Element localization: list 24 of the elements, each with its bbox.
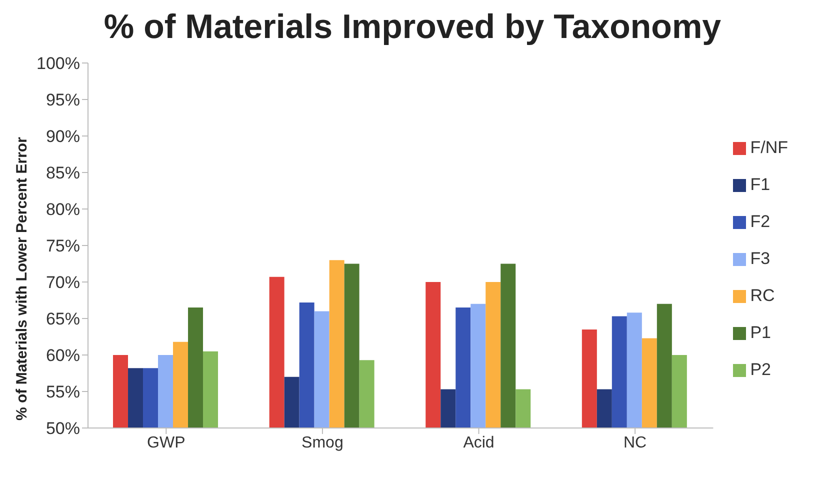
y-tick-label: 95% <box>46 90 80 110</box>
y-tick-label: 60% <box>46 346 80 366</box>
legend-label: F1 <box>750 174 770 194</box>
y-tick-label: 55% <box>46 382 80 402</box>
legend-label: P2 <box>750 360 772 378</box>
legend-label: RC <box>750 286 775 304</box>
legend-label: F3 <box>750 248 770 268</box>
y-tick-label: 50% <box>46 419 80 438</box>
x-tick-label: NC <box>624 434 647 452</box>
y-tick-label: 65% <box>46 310 80 329</box>
x-tick-label: Acid <box>463 434 494 452</box>
x-tick-label: GWP <box>147 434 186 452</box>
y-tick-label: 85% <box>46 164 80 183</box>
y-tick-label: 70% <box>46 273 80 292</box>
y-tick-label: 100% <box>36 54 80 74</box>
legend-label: F2 <box>750 212 770 230</box>
y-tick-label: 75% <box>46 236 80 256</box>
y-axis-title: % of Materials with Lower Percent Error <box>13 136 30 420</box>
legend-label: F/NF <box>750 138 788 156</box>
chart-title: % of Materials Improved by Taxonomy <box>102 8 722 47</box>
y-tick-label: 90% <box>46 127 80 146</box>
legend-label: P1 <box>750 322 772 342</box>
y-tick-label: 80% <box>46 200 80 220</box>
x-tick-label: Smog <box>302 434 344 452</box>
